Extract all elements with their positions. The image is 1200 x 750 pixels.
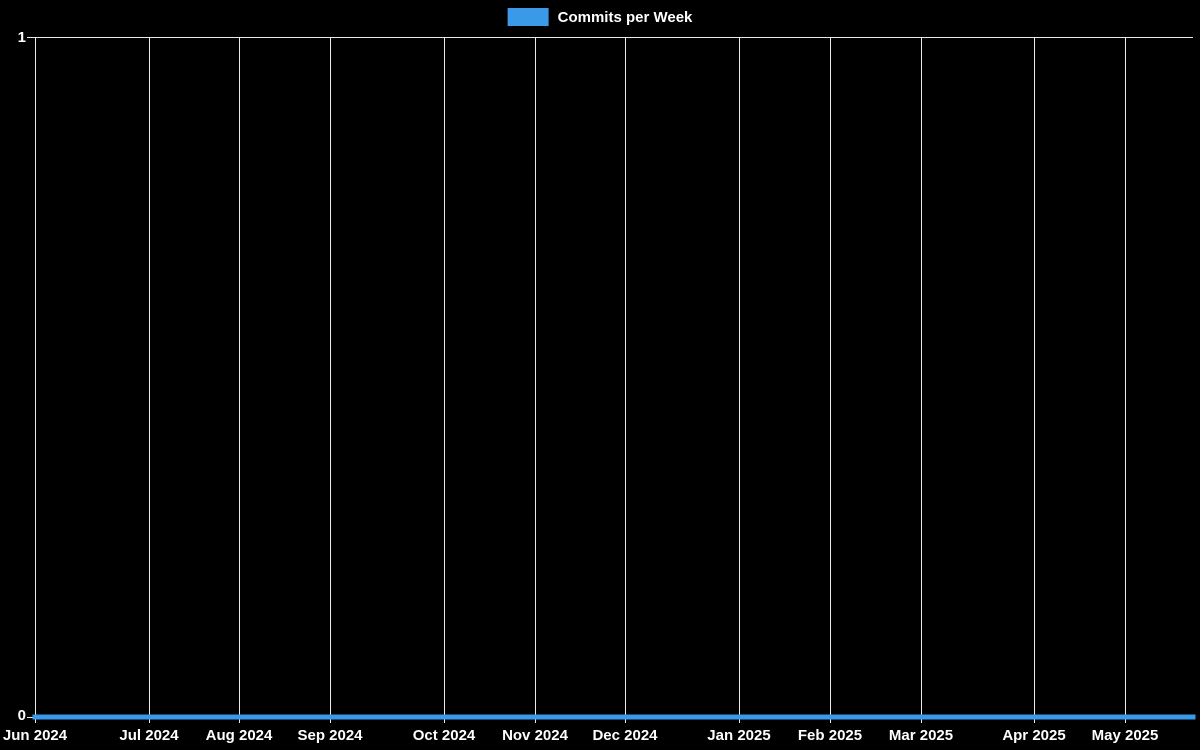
x-axis-label: May 2025	[1091, 727, 1159, 744]
legend-label: Commits per Week	[557, 8, 693, 26]
y-axis-label-max: 1	[17, 29, 26, 46]
x-axis-label: Jul 2024	[119, 727, 179, 744]
y-tick-min	[27, 717, 35, 718]
x-gridline	[149, 37, 150, 723]
x-gridline	[330, 37, 331, 723]
x-axis-label: Apr 2025	[1002, 727, 1066, 744]
chart-legend-item[interactable]: Commits per Week	[507, 8, 693, 26]
x-gridline	[1125, 37, 1126, 723]
x-axis-label: Feb 2025	[797, 727, 863, 744]
y-tick-max	[27, 37, 35, 38]
x-gridline	[239, 37, 240, 723]
x-axis-label: Sep 2024	[297, 727, 363, 744]
x-gridline	[35, 37, 36, 723]
x-axis-label: Oct 2024	[412, 727, 476, 744]
x-axis-label: Mar 2025	[888, 727, 954, 744]
x-gridline	[1034, 37, 1035, 723]
x-axis-label: Aug 2024	[205, 727, 273, 744]
x-gridline	[444, 37, 445, 723]
y-axis-label-min: 0	[17, 707, 26, 724]
x-gridline	[535, 37, 536, 723]
x-gridline	[625, 37, 626, 723]
x-axis-label: Jun 2024	[2, 727, 68, 744]
x-axis-label: Nov 2024	[502, 727, 568, 744]
y-gridline-max	[35, 37, 1193, 38]
x-gridline	[921, 37, 922, 723]
legend-swatch	[507, 8, 549, 26]
x-axis-label: Jan 2025	[707, 727, 771, 744]
x-gridline	[739, 37, 740, 723]
x-gridline	[830, 37, 831, 723]
x-axis-label: Dec 2024	[592, 727, 658, 744]
